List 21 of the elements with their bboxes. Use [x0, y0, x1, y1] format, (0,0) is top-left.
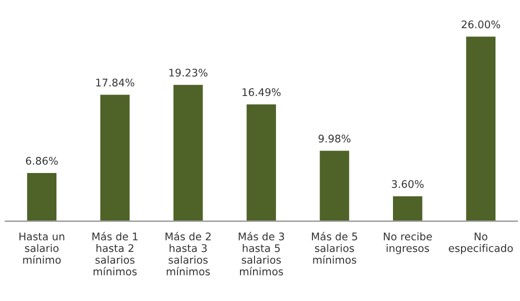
- x-tick-label: Hasta un salario mínimo: [19, 232, 64, 264]
- bar: [245, 102, 278, 222]
- bar: [26, 172, 58, 222]
- x-tick-label: Más de 2 hasta 3 salarios mínimos: [166, 232, 211, 276]
- data-label: 3.60%: [392, 180, 424, 188]
- x-tick-label: Más de 1 hasta 2 salarios mínimos: [92, 232, 138, 276]
- data-label: 17.84%: [96, 78, 134, 86]
- bar: [318, 149, 351, 222]
- bar: [392, 194, 424, 222]
- x-tick-label: Más de 5 salarios mínimos: [312, 232, 358, 264]
- bar: [464, 35, 497, 222]
- x-tick-label: No recibe ingresos: [384, 232, 432, 254]
- data-label: 19.23%: [169, 68, 208, 77]
- bar: [98, 93, 132, 222]
- x-tick-label: No especificado: [448, 232, 513, 254]
- x-tick-label: Más de 3 hasta 5 salarios mínimos: [238, 232, 284, 276]
- data-label: 26.00%: [462, 20, 500, 28]
- bar: [172, 83, 204, 222]
- data-label: 6.86%: [26, 156, 58, 165]
- data-label: 16.49%: [242, 88, 281, 96]
- data-label: 9.98%: [318, 134, 350, 143]
